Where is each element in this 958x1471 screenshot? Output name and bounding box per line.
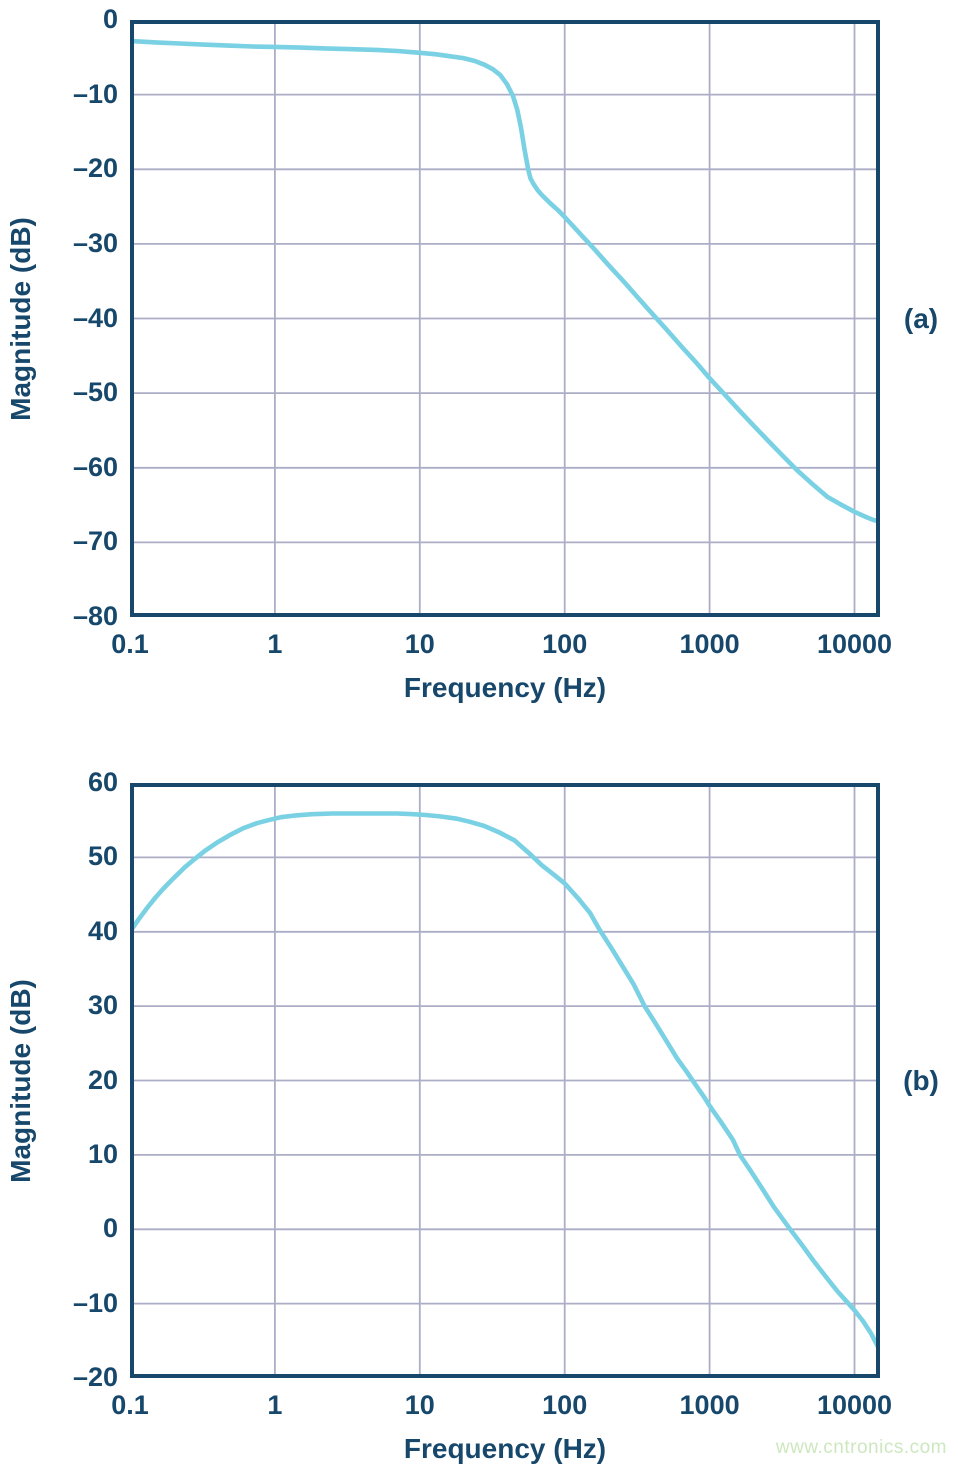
x-axis-title-a: Frequency (Hz) xyxy=(403,672,607,703)
panel-label-b: (b) xyxy=(903,1064,939,1096)
x-axis-title-b: Frequency (Hz) xyxy=(403,1433,607,1464)
y-tick-label: 0 xyxy=(102,4,118,34)
x-tick-label: 10 xyxy=(404,1390,435,1420)
y-axis-title-text-a: Magnitude (dB) xyxy=(5,216,36,421)
y-tick-label: 50 xyxy=(87,841,118,872)
x-tick-label: 100 xyxy=(542,1390,588,1420)
plot-area-b xyxy=(130,783,880,1378)
x-tick-label: 1 xyxy=(267,1390,283,1420)
x-tick-label: 10000 xyxy=(816,629,893,659)
y-tick-label: 20 xyxy=(87,1064,118,1095)
y-tick-label: –10 xyxy=(72,78,118,109)
x-tick-label: 0.1 xyxy=(111,1390,149,1420)
x-tick-label: 1000 xyxy=(679,1390,740,1420)
y-tick-label: –60 xyxy=(72,451,118,482)
y-axis-title-a: Magnitude (dB) xyxy=(5,216,36,421)
x-tick-label: 100 xyxy=(542,629,588,659)
y-tick-label: –20 xyxy=(72,153,118,184)
plot-area-a xyxy=(130,20,880,617)
magnitude-curve-a xyxy=(130,20,880,617)
y-tick-label: –20 xyxy=(72,1362,118,1392)
watermark-text: www.cntronics.com xyxy=(775,1437,947,1458)
y-axis-title-text-b: Magnitude (dB) xyxy=(5,978,36,1183)
panel-label-a: (a) xyxy=(903,302,939,334)
y-tick-label: –80 xyxy=(72,601,118,631)
x-tick-label: 1 xyxy=(267,629,283,659)
y-tick-label: 40 xyxy=(87,915,118,946)
magnitude-curve-b xyxy=(130,783,880,1378)
y-tick-label: 0 xyxy=(102,1213,118,1244)
y-tick-label: 10 xyxy=(87,1138,118,1169)
x-tick-label: 0.1 xyxy=(111,629,149,659)
y-tick-label: 60 xyxy=(87,767,118,797)
y-tick-label: –10 xyxy=(72,1287,118,1318)
y-tick-label: 30 xyxy=(87,990,118,1021)
y-tick-label: –70 xyxy=(72,526,118,557)
x-tick-label: 10 xyxy=(404,629,435,659)
x-tick-label: 1000 xyxy=(679,629,740,659)
y-tick-label: –50 xyxy=(72,377,118,408)
y-tick-label: –30 xyxy=(72,227,118,258)
y-tick-label: –40 xyxy=(72,302,118,333)
x-tick-label: 10000 xyxy=(816,1390,893,1420)
y-axis-title-b: Magnitude (dB) xyxy=(5,978,36,1183)
